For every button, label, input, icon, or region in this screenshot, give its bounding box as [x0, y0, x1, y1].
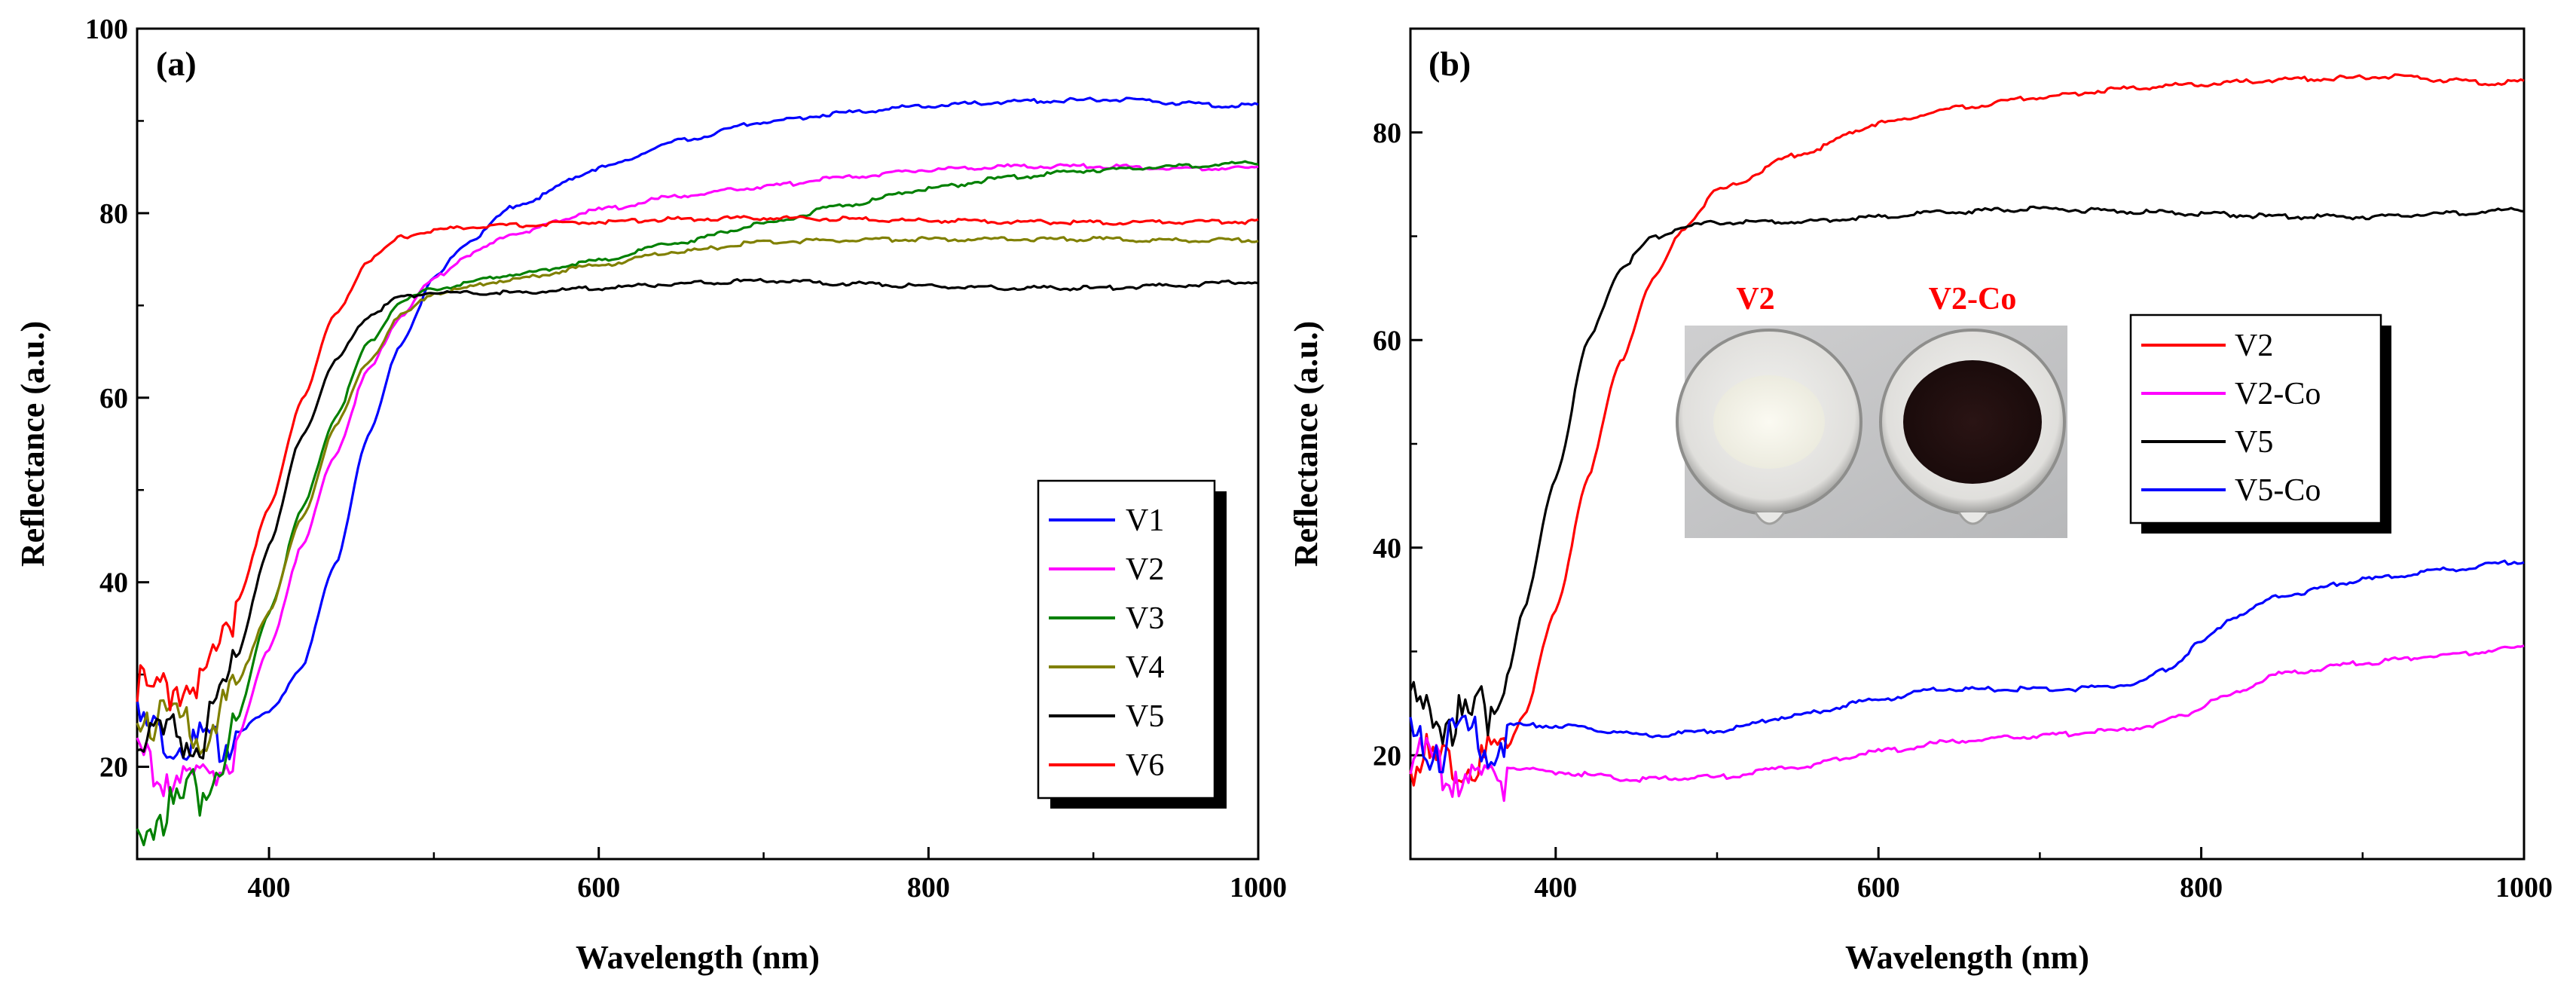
panel-a: 400 600 800 1000 20 40 60 80 100 (a) Wavelength …: [14, 14, 1287, 976]
x-tick-label: 800: [2180, 872, 2223, 904]
legend-label-v5: V5: [1126, 699, 1164, 734]
bowl-spout-v2-co: [1957, 512, 1989, 525]
inset-photo: V2 V2-Co: [1676, 282, 2067, 538]
axes-a: 400 600 800 1000 20 40 60 80 100: [85, 14, 1287, 904]
y-tick-label: 100: [85, 14, 128, 45]
x-tick-label: 400: [1534, 872, 1577, 904]
y-axis-label-a: Reflectance (a.u.): [14, 321, 51, 567]
powder-v2-co: [1903, 360, 2042, 484]
x-tick-label: 1000: [2495, 872, 2553, 904]
legend-label-v4: V4: [1126, 650, 1164, 685]
y-tick-label: 20: [1373, 740, 1401, 772]
legend-label-v2: V2: [2235, 329, 2273, 363]
series-line-v2: [1409, 73, 2525, 787]
y-tick-label: 40: [99, 567, 128, 599]
y-axis-label-b: Reflectance (a.u.): [1288, 321, 1325, 567]
y-tick-label: 60: [1373, 325, 1401, 356]
series-line-v6: [136, 215, 1259, 712]
panel-label-a: (a): [156, 44, 197, 83]
legend-label-v2: V2: [1126, 552, 1164, 587]
x-tick-label: 800: [907, 872, 950, 904]
y-tick-label: 20: [99, 752, 128, 784]
legend-label-v1: V1: [1126, 503, 1164, 538]
series-line-v4: [136, 236, 1259, 756]
y-tick-label: 60: [99, 383, 128, 414]
inset-label-v2: V2: [1736, 282, 1774, 316]
legend-label-v3: V3: [1126, 601, 1164, 636]
panel-b: 400 600 800 1000 20 40 60 80 (b) Wavelength (nm…: [1288, 27, 2553, 976]
bowl-spout-v2: [1754, 512, 1786, 525]
y-tick-label: 40: [1373, 533, 1401, 564]
y-tick-label: 80: [99, 198, 128, 230]
legend-label-v2-co: V2-Co: [2235, 377, 2321, 411]
series-line-v5: [1409, 205, 2525, 747]
series-line-v3: [136, 160, 1259, 847]
legend-label-v5: V5: [2235, 425, 2273, 460]
x-tick-label: 1000: [1230, 872, 1287, 904]
series-lines-b: [1409, 73, 2525, 803]
x-tick-label: 400: [248, 872, 291, 904]
panel-label-b: (b): [1429, 44, 1471, 83]
x-tick-label: 600: [1857, 872, 1900, 904]
series-line-v2: [136, 163, 1259, 798]
x-axis-label-a: Wavelength (nm): [576, 939, 820, 976]
series-line-v5: [136, 277, 1259, 760]
series-lines-a: [136, 96, 1259, 847]
legend-a: V1 V2 V3 V4 V5 V6: [1037, 479, 1227, 809]
legend-label-v5-co: V5-Co: [2235, 473, 2321, 508]
x-tick-label: 600: [577, 872, 620, 904]
legend-label-v6: V6: [1126, 748, 1164, 783]
powder-v2: [1713, 375, 1825, 469]
x-axis-label-b: Wavelength (nm): [1845, 939, 2089, 976]
legend-b: V2 V2-Co V5 V5-Co: [2129, 313, 2391, 534]
inset-label-v2-co: V2-Co: [1929, 282, 2017, 316]
series-line-v5-co: [1409, 559, 2525, 774]
series-line-v2-co: [1409, 644, 2525, 803]
legend-box-a: [1037, 479, 1216, 800]
y-tick-label: 80: [1373, 118, 1401, 149]
series-line-v1: [136, 96, 1259, 763]
axes-b: 400 600 800 1000 20 40 60 80: [1373, 118, 2553, 904]
